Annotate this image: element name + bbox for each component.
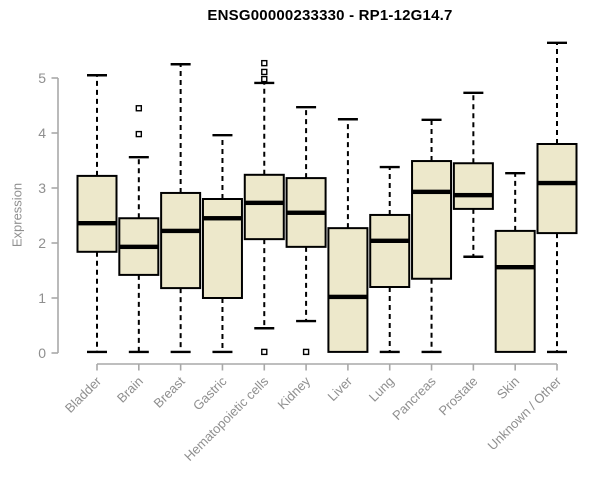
y-tick-label: 4 — [38, 125, 46, 141]
x-tick-label-prostate: Prostate — [436, 374, 481, 419]
median-skin — [495, 265, 535, 270]
x-tick-label-kidney: Kidney — [274, 373, 313, 412]
chart-title: ENSG00000233330 - RP1-12G14.7 — [207, 7, 453, 24]
x-tick-label-liver: Liver — [324, 373, 355, 404]
box-breast — [160, 191, 202, 290]
median-bladder — [77, 221, 117, 226]
median-hematopoietic-cells — [244, 200, 284, 206]
median-prostate — [453, 192, 493, 198]
box-lung — [369, 213, 411, 288]
median-pancreas — [412, 189, 452, 195]
outlier-hematopoietic-cells — [261, 68, 268, 76]
outlier-hematopoietic-cells — [261, 75, 268, 83]
y-tick-label: 0 — [38, 345, 46, 361]
box-unknown-other — [536, 143, 578, 235]
y-tick-label: 1 — [38, 290, 46, 306]
box-skin — [494, 229, 536, 353]
y-tick-label: 2 — [38, 235, 46, 251]
box-liver — [327, 227, 369, 353]
median-gastric — [202, 216, 242, 221]
x-tick-label-pancreas: Pancreas — [389, 373, 439, 423]
box-pancreas — [411, 160, 453, 280]
x-tick-label-unknown-other: Unknown / Other — [485, 373, 565, 453]
outlier-brain — [135, 130, 143, 138]
x-tick-label-skin: Skin — [494, 374, 522, 402]
outlier-kidney — [302, 348, 310, 356]
outlier-hematopoietic-cells — [261, 348, 268, 356]
box-prostate — [452, 162, 494, 210]
x-tick-label-brain: Brain — [114, 374, 146, 406]
median-breast — [161, 228, 201, 234]
median-lung — [370, 238, 410, 243]
outlier-hematopoietic-cells — [261, 59, 268, 67]
median-liver — [328, 294, 368, 300]
median-brain — [119, 244, 159, 250]
box-hematopoietic-cells — [243, 173, 285, 241]
median-kidney — [286, 210, 326, 215]
x-tick-label-bladder: Bladder — [62, 373, 105, 416]
median-unknown-other — [537, 180, 577, 186]
x-tick-label-breast: Breast — [151, 373, 188, 410]
outlier-brain — [135, 105, 143, 112]
box-gastric — [201, 198, 243, 299]
y-tick-label: 5 — [38, 70, 46, 86]
x-tick-label-gastric: Gastric — [190, 373, 230, 413]
y-tick-label: 3 — [38, 180, 46, 196]
x-tick-label-lung: Lung — [366, 374, 397, 405]
box-bladder — [76, 174, 118, 253]
